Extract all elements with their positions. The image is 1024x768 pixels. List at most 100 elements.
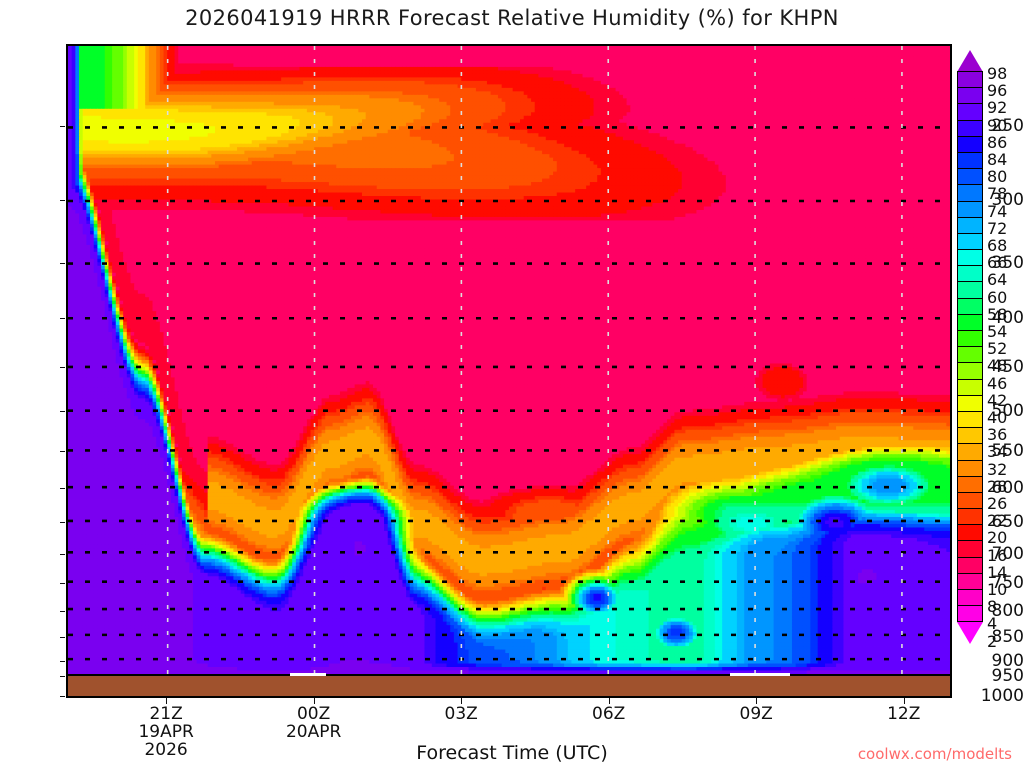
colorbar-swatch — [957, 297, 983, 315]
colorbar-tick-label: 98 — [987, 64, 1007, 83]
colorbar-tick-label: 20 — [987, 528, 1007, 547]
colorbar-swatch — [957, 232, 983, 251]
colorbar-tick-label: 14 — [987, 563, 1007, 582]
y-tick-label: 800 — [964, 601, 1024, 621]
x-tick-mark — [166, 698, 168, 704]
colorbar-swatch — [957, 135, 983, 153]
colorbar-tick-label: 48 — [987, 356, 1007, 375]
colorbar-swatch — [957, 103, 983, 121]
colorbar-swatch — [957, 605, 983, 623]
colorbar-tick-label: 4 — [987, 614, 997, 633]
y-tick-mark — [60, 676, 65, 677]
y-tick-mark — [60, 199, 65, 201]
colorbar-tick-label: 60 — [987, 288, 1007, 307]
y-tick-label: 1000 — [964, 686, 1024, 706]
colorbar-swatch — [957, 87, 983, 105]
colorbar-swatch — [957, 443, 983, 461]
y-tick-mark — [60, 125, 65, 127]
x-tick-mark — [903, 698, 905, 704]
x-tick-label: 09Z — [696, 704, 816, 724]
colorbar-swatch — [957, 330, 983, 348]
colorbar-tick-label: 52 — [987, 339, 1007, 358]
x-tick-label: 2026 — [106, 740, 226, 760]
colorbar-swatch — [957, 508, 983, 526]
y-tick-label: 400 — [964, 308, 1024, 328]
colorbar-swatch — [957, 459, 983, 477]
y-tick-mark — [60, 661, 65, 663]
y-tick-label: 900 — [964, 651, 1024, 671]
x-tick-mark — [608, 698, 610, 704]
colorbar-tick-label: 8 — [987, 597, 997, 616]
colorbar-tick-label: 90 — [987, 116, 1007, 135]
colorbar-swatch — [957, 427, 983, 445]
colorbar-swatch — [957, 216, 983, 234]
colorbar-tick-label: 78 — [987, 184, 1007, 203]
colorbar-swatch — [957, 119, 983, 137]
y-tick-mark — [60, 262, 65, 264]
colorbar-tick-label: 54 — [987, 322, 1007, 341]
y-tick-label: 700 — [964, 544, 1024, 564]
colorbar-swatch — [957, 71, 983, 89]
terrain-gap-marker-2 — [730, 673, 790, 676]
y-tick-label: 750 — [964, 573, 1024, 593]
y-tick-mark — [60, 317, 65, 319]
y-tick-label: 450 — [964, 357, 1024, 377]
y-tick-mark — [60, 521, 65, 523]
colorbar-swatch — [957, 524, 983, 542]
colorbar-tick-label: 26 — [987, 494, 1007, 513]
colorbar-tick-label: 96 — [987, 81, 1007, 100]
y-tick-mark — [60, 366, 65, 368]
y-tick-label: 250 — [964, 116, 1024, 136]
colorbar-tick-label: 34 — [987, 442, 1007, 461]
terrain-gap-marker-1 — [290, 673, 326, 676]
colorbar-swatch — [957, 394, 983, 412]
colorbar-swatch — [957, 378, 983, 396]
x-axis-title: Forecast Time (UTC) — [0, 742, 1024, 764]
colorbar-tick-label: 64 — [987, 270, 1007, 289]
colorbar-swatch — [957, 589, 983, 607]
colorbar-swatch — [957, 200, 983, 218]
y-tick-label: 850 — [964, 627, 1024, 647]
terrain-band — [66, 676, 952, 698]
plot-area[interactable] — [66, 44, 952, 676]
colorbar-tick-label: 36 — [987, 425, 1007, 444]
colorbar-tick-label: 10 — [987, 580, 1007, 599]
x-tick-label: 12Z — [844, 704, 964, 724]
x-tick-mark — [461, 698, 463, 704]
colorbar-tick-label: 86 — [987, 133, 1007, 152]
colorbar-tick-label: 32 — [987, 460, 1007, 479]
y-tick-mark — [60, 451, 65, 452]
y-tick-mark — [60, 487, 65, 489]
colorbar-swatch — [957, 540, 983, 558]
colorbar-tick-label: 84 — [987, 150, 1007, 169]
colorbar-swatch — [957, 249, 983, 267]
y-tick-label: 350 — [964, 253, 1024, 273]
colorbar[interactable]: 98 96 92 90 86 84 80 78 74 72 68 66 64 60 58 54 52 48 46 42… — [957, 50, 1024, 680]
y-tick-mark — [60, 553, 65, 555]
colorbar-swatch — [957, 151, 983, 170]
colorbar-swatch — [957, 475, 983, 493]
colorbar-swatch — [957, 313, 983, 331]
colorbar-swatch — [957, 556, 983, 574]
colorbar-tick-label: 42 — [987, 391, 1007, 410]
x-tick-label: 00Z — [254, 704, 374, 724]
colorbar-swatch — [957, 491, 983, 510]
y-tick-label: 950 — [964, 666, 1024, 686]
colorbar-swatch — [957, 362, 983, 380]
colorbar-tick-label: 58 — [987, 305, 1007, 324]
y-tick-label: 600 — [964, 478, 1024, 498]
colorbar-swatch — [957, 346, 983, 364]
colorbar-tick-label: 72 — [987, 219, 1007, 238]
watermark-link[interactable]: coolwx.com/modelts — [858, 745, 1012, 763]
y-tick-mark — [60, 695, 65, 697]
x-tick-label: 21Z — [106, 704, 226, 724]
y-tick-mark — [60, 411, 65, 412]
colorbar-swatch — [957, 410, 983, 429]
y-tick-mark — [60, 636, 65, 638]
relative-humidity-contour-field — [68, 46, 950, 674]
colorbar-tick-label: 74 — [987, 202, 1007, 221]
colorbar-swatch — [957, 265, 983, 283]
colorbar-tick-label: 46 — [987, 374, 1007, 393]
colorbar-swatch — [957, 572, 983, 590]
y-tick-mark — [60, 583, 65, 585]
